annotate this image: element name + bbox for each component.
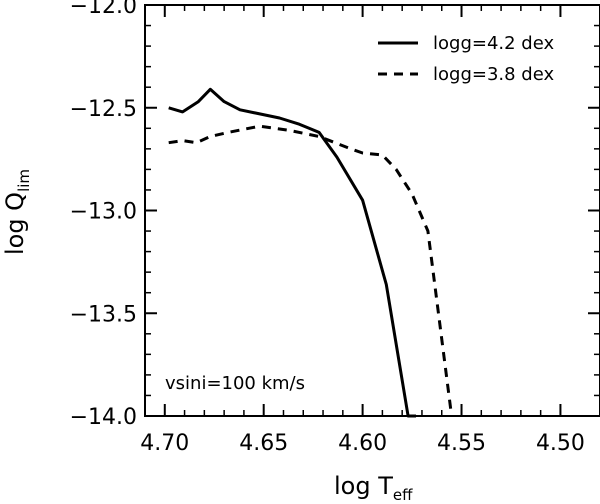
x-tick-label: 4.60 bbox=[338, 431, 387, 456]
y-tick-label: −13.5 bbox=[70, 302, 137, 327]
x-tick-label: 4.70 bbox=[140, 431, 189, 456]
legend-label-1: logg=4.2 dex bbox=[433, 33, 554, 54]
y-tick-label: −13.0 bbox=[70, 200, 137, 225]
x-tick-label: 4.65 bbox=[239, 431, 288, 456]
x-axis-label: log Teff bbox=[334, 472, 413, 504]
y-axis-label-main: log Q bbox=[1, 192, 29, 255]
y-tick-label: −14.0 bbox=[70, 405, 137, 430]
y-axis-label-sub: lim bbox=[15, 169, 33, 192]
y-axis-label: log Qlim bbox=[1, 169, 33, 255]
series-line-2 bbox=[168, 124, 454, 417]
legend: logg=4.2 dex logg=3.8 dex bbox=[378, 33, 554, 85]
x-axis-ticks: 4.70 4.65 4.60 4.55 4.50 bbox=[140, 5, 585, 456]
series-line-1 bbox=[168, 87, 416, 418]
y-tick-label: −12.5 bbox=[70, 97, 137, 122]
series-layer bbox=[168, 87, 454, 418]
annotation-vsini: vsini=100 km/s bbox=[165, 373, 305, 394]
x-axis-label-sub: eff bbox=[393, 486, 413, 504]
x-tick-label: 4.55 bbox=[437, 431, 486, 456]
legend-label-2: logg=3.8 dex bbox=[433, 64, 554, 85]
x-axis-label-main: log T bbox=[334, 472, 393, 500]
y-axis-ticks: −12.0 −12.5 −13.0 −13.5 −14.0 bbox=[70, 0, 600, 430]
y-tick-label: −12.0 bbox=[70, 0, 137, 19]
x-tick-label: 4.50 bbox=[536, 431, 585, 456]
